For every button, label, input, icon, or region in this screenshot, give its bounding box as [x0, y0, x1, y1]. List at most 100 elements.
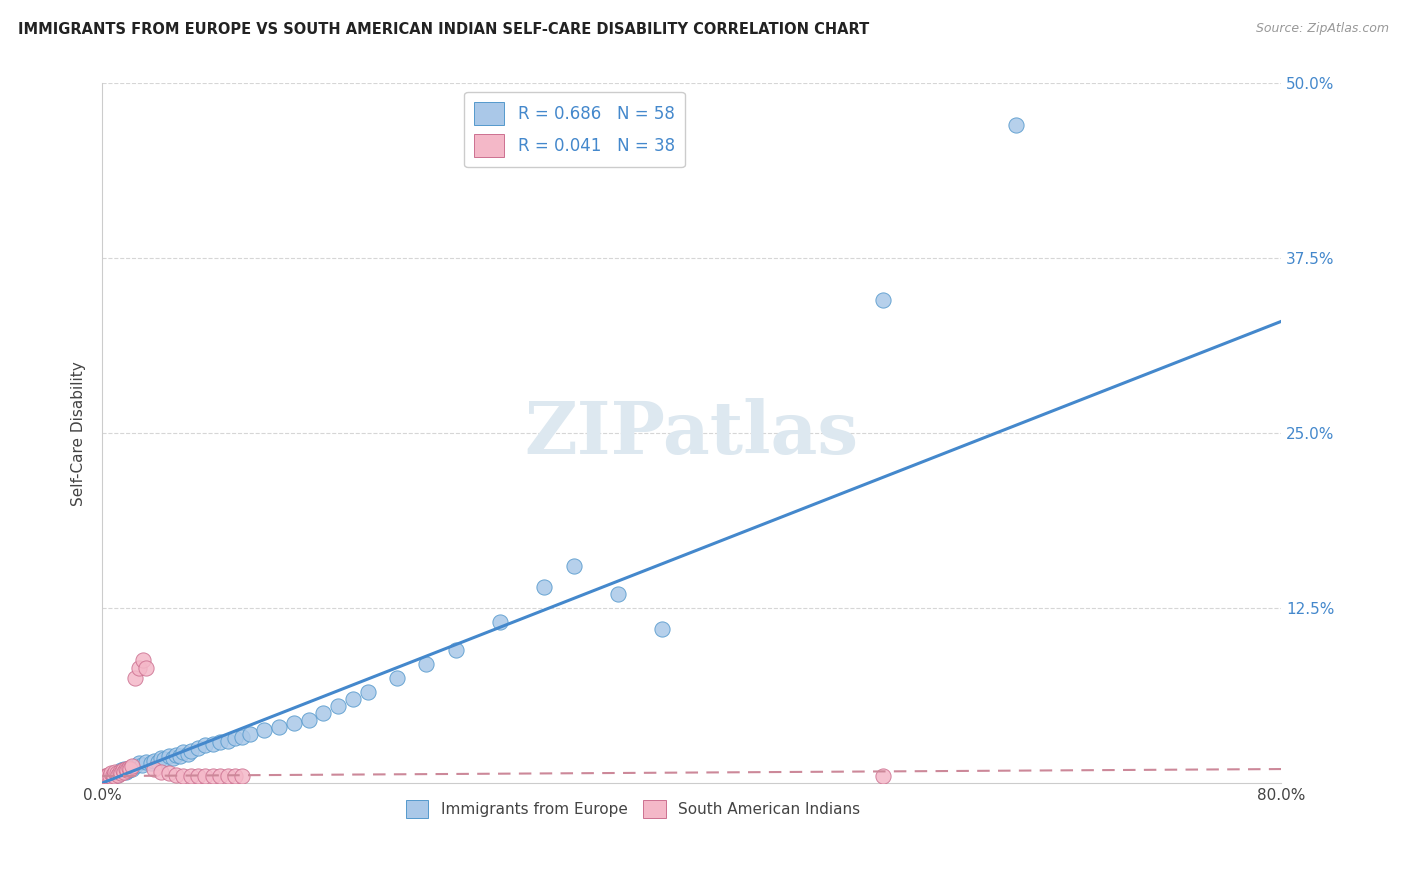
Point	[607, 587, 630, 601]
Point	[180, 769, 202, 783]
Point	[103, 769, 125, 783]
Point	[231, 730, 253, 744]
Point	[112, 762, 135, 776]
Point	[107, 767, 129, 781]
Point	[111, 764, 134, 778]
Point	[94, 772, 117, 786]
Text: Source: ZipAtlas.com: Source: ZipAtlas.com	[1256, 22, 1389, 36]
Point	[121, 762, 143, 776]
Point	[162, 751, 184, 765]
Text: ZIPatlas: ZIPatlas	[524, 398, 859, 468]
Point	[104, 764, 127, 779]
Point	[142, 762, 165, 776]
Point	[165, 747, 187, 762]
Point	[194, 769, 217, 783]
Point	[201, 769, 224, 783]
Point	[105, 767, 128, 781]
Point	[157, 766, 180, 780]
Point	[153, 752, 176, 766]
Text: IMMIGRANTS FROM EUROPE VS SOUTH AMERICAN INDIAN SELF-CARE DISABILITY CORRELATION: IMMIGRANTS FROM EUROPE VS SOUTH AMERICAN…	[18, 22, 869, 37]
Point	[108, 766, 131, 780]
Point	[96, 769, 118, 783]
Point	[108, 764, 131, 779]
Point	[135, 661, 157, 675]
Point	[120, 762, 142, 776]
Point	[100, 766, 122, 780]
Point	[187, 741, 209, 756]
Point	[177, 747, 200, 761]
Legend: Immigrants from Europe, South American Indians: Immigrants from Europe, South American I…	[399, 794, 866, 824]
Point	[169, 749, 191, 764]
Point	[224, 731, 246, 746]
Point	[150, 764, 173, 779]
Point	[209, 735, 232, 749]
Point	[385, 671, 408, 685]
Point	[231, 769, 253, 783]
Point	[180, 744, 202, 758]
Point	[194, 738, 217, 752]
Point	[117, 764, 139, 778]
Point	[98, 771, 121, 785]
Point	[114, 764, 136, 779]
Point	[267, 720, 290, 734]
Point	[112, 764, 135, 779]
Point	[312, 706, 335, 720]
Point	[124, 671, 146, 685]
Point	[297, 713, 319, 727]
Point	[489, 615, 512, 629]
Point	[224, 769, 246, 783]
Point	[872, 769, 894, 783]
Point	[114, 762, 136, 776]
Point	[93, 771, 115, 785]
Point	[117, 762, 139, 776]
Point	[415, 657, 437, 672]
Point	[124, 759, 146, 773]
Point	[150, 751, 173, 765]
Point	[128, 661, 150, 675]
Point	[128, 756, 150, 771]
Point	[444, 643, 467, 657]
Point	[110, 764, 132, 778]
Point	[94, 769, 117, 783]
Point	[157, 749, 180, 764]
Point	[101, 767, 124, 781]
Point	[356, 685, 378, 699]
Point	[139, 756, 162, 771]
Point	[651, 622, 673, 636]
Point	[283, 715, 305, 730]
Point	[217, 734, 239, 748]
Point	[533, 580, 555, 594]
Point	[201, 737, 224, 751]
Point	[562, 559, 585, 574]
Point	[110, 766, 132, 780]
Point	[342, 692, 364, 706]
Point	[101, 767, 124, 781]
Point	[239, 727, 262, 741]
Point	[209, 769, 232, 783]
Point	[97, 767, 120, 781]
Y-axis label: Self-Care Disability: Self-Care Disability	[72, 361, 86, 506]
Point	[118, 764, 141, 778]
Point	[1005, 119, 1028, 133]
Point	[165, 767, 187, 781]
Point	[172, 745, 194, 759]
Point	[97, 769, 120, 783]
Point	[148, 755, 170, 769]
Point	[135, 755, 157, 769]
Point	[131, 757, 153, 772]
Point	[326, 699, 349, 714]
Point	[142, 754, 165, 768]
Point	[118, 761, 141, 775]
Point	[121, 759, 143, 773]
Point	[104, 766, 127, 780]
Point	[872, 293, 894, 308]
Point	[187, 769, 209, 783]
Point	[105, 766, 128, 780]
Point	[120, 761, 142, 775]
Point	[253, 723, 276, 737]
Point	[103, 769, 125, 783]
Point	[98, 769, 121, 783]
Point	[217, 769, 239, 783]
Point	[132, 653, 155, 667]
Point	[107, 764, 129, 779]
